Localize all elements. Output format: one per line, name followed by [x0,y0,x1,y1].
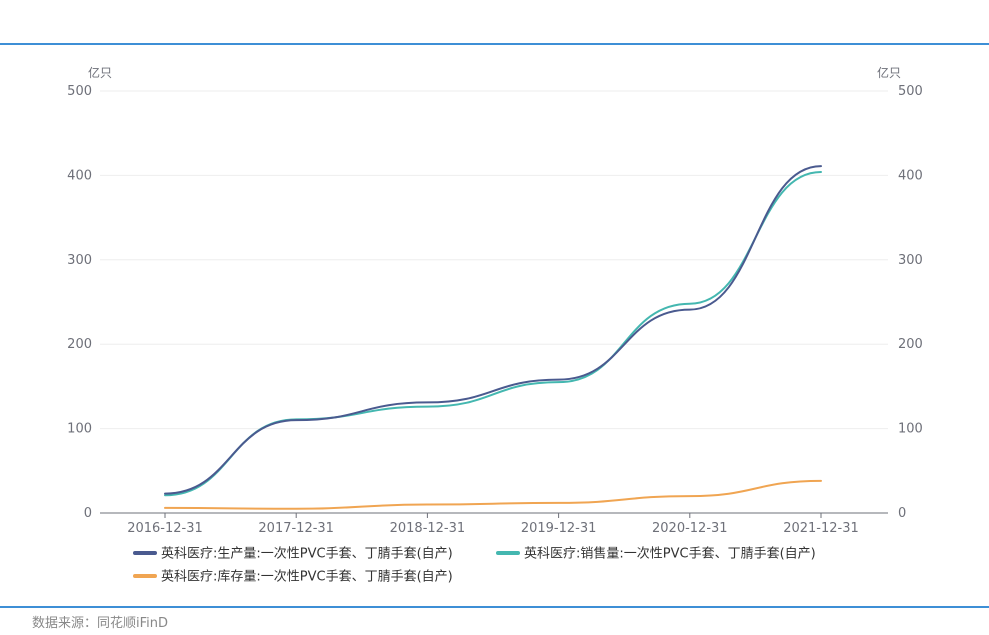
x-tick-label: 2018-12-31 [390,521,466,536]
x-tick-label: 2017-12-31 [258,521,334,536]
y-tick-label-right: 0 [898,506,906,521]
y-tick-label-left: 200 [67,337,92,352]
y-axis-unit-right: 亿只 [877,65,901,80]
x-tick-label: 2016-12-31 [127,521,203,536]
line-chart: 0 100 200 300 400 500 0 100 200 300 400 500 亿只 亿只 2016… [67,65,923,585]
x-tick-label: 2021-12-31 [783,521,859,536]
legend-item-0[interactable]: 英科医疗:生产量:一次性PVC手套、丁腈手套(自产) [133,546,453,562]
footer-rule [0,606,989,608]
y-tick-label-right: 300 [898,253,923,268]
y-tick-label-left: 100 [67,422,92,437]
y-tick-label-right: 200 [898,337,923,352]
y-tick-label-right: 400 [898,168,923,183]
y-axis-unit-left: 亿只 [88,65,112,80]
y-tick-label-left: 400 [67,168,92,183]
legend-item-1[interactable]: 英科医疗:销售量:一次性PVC手套、丁腈手套(自产) [496,546,816,562]
series-line-2 [164,479,822,510]
legend-label: 英科医疗:销售量:一次性PVC手套、丁腈手套(自产) [524,546,816,562]
y-tick-label-left: 0 [84,506,92,521]
header-rule [0,43,989,45]
x-tick-label: 2019-12-31 [521,521,597,536]
data-source-label: 数据来源：同花顺iFinD [32,616,169,631]
series-line-1 [164,171,822,497]
y-tick-label-right: 500 [898,84,923,99]
y-tick-label-left: 500 [67,84,92,99]
legend-label: 英科医疗:库存量:一次性PVC手套、丁腈手套(自产) [161,569,453,585]
series-line-0 [164,165,822,495]
y-tick-label-right: 100 [898,422,923,437]
legend-label: 英科医疗:生产量:一次性PVC手套、丁腈手套(自产) [161,546,453,562]
y-tick-label-left: 300 [67,253,92,268]
legend-item-2[interactable]: 英科医疗:库存量:一次性PVC手套、丁腈手套(自产) [133,569,453,585]
x-tick-label: 2020-12-31 [652,521,728,536]
